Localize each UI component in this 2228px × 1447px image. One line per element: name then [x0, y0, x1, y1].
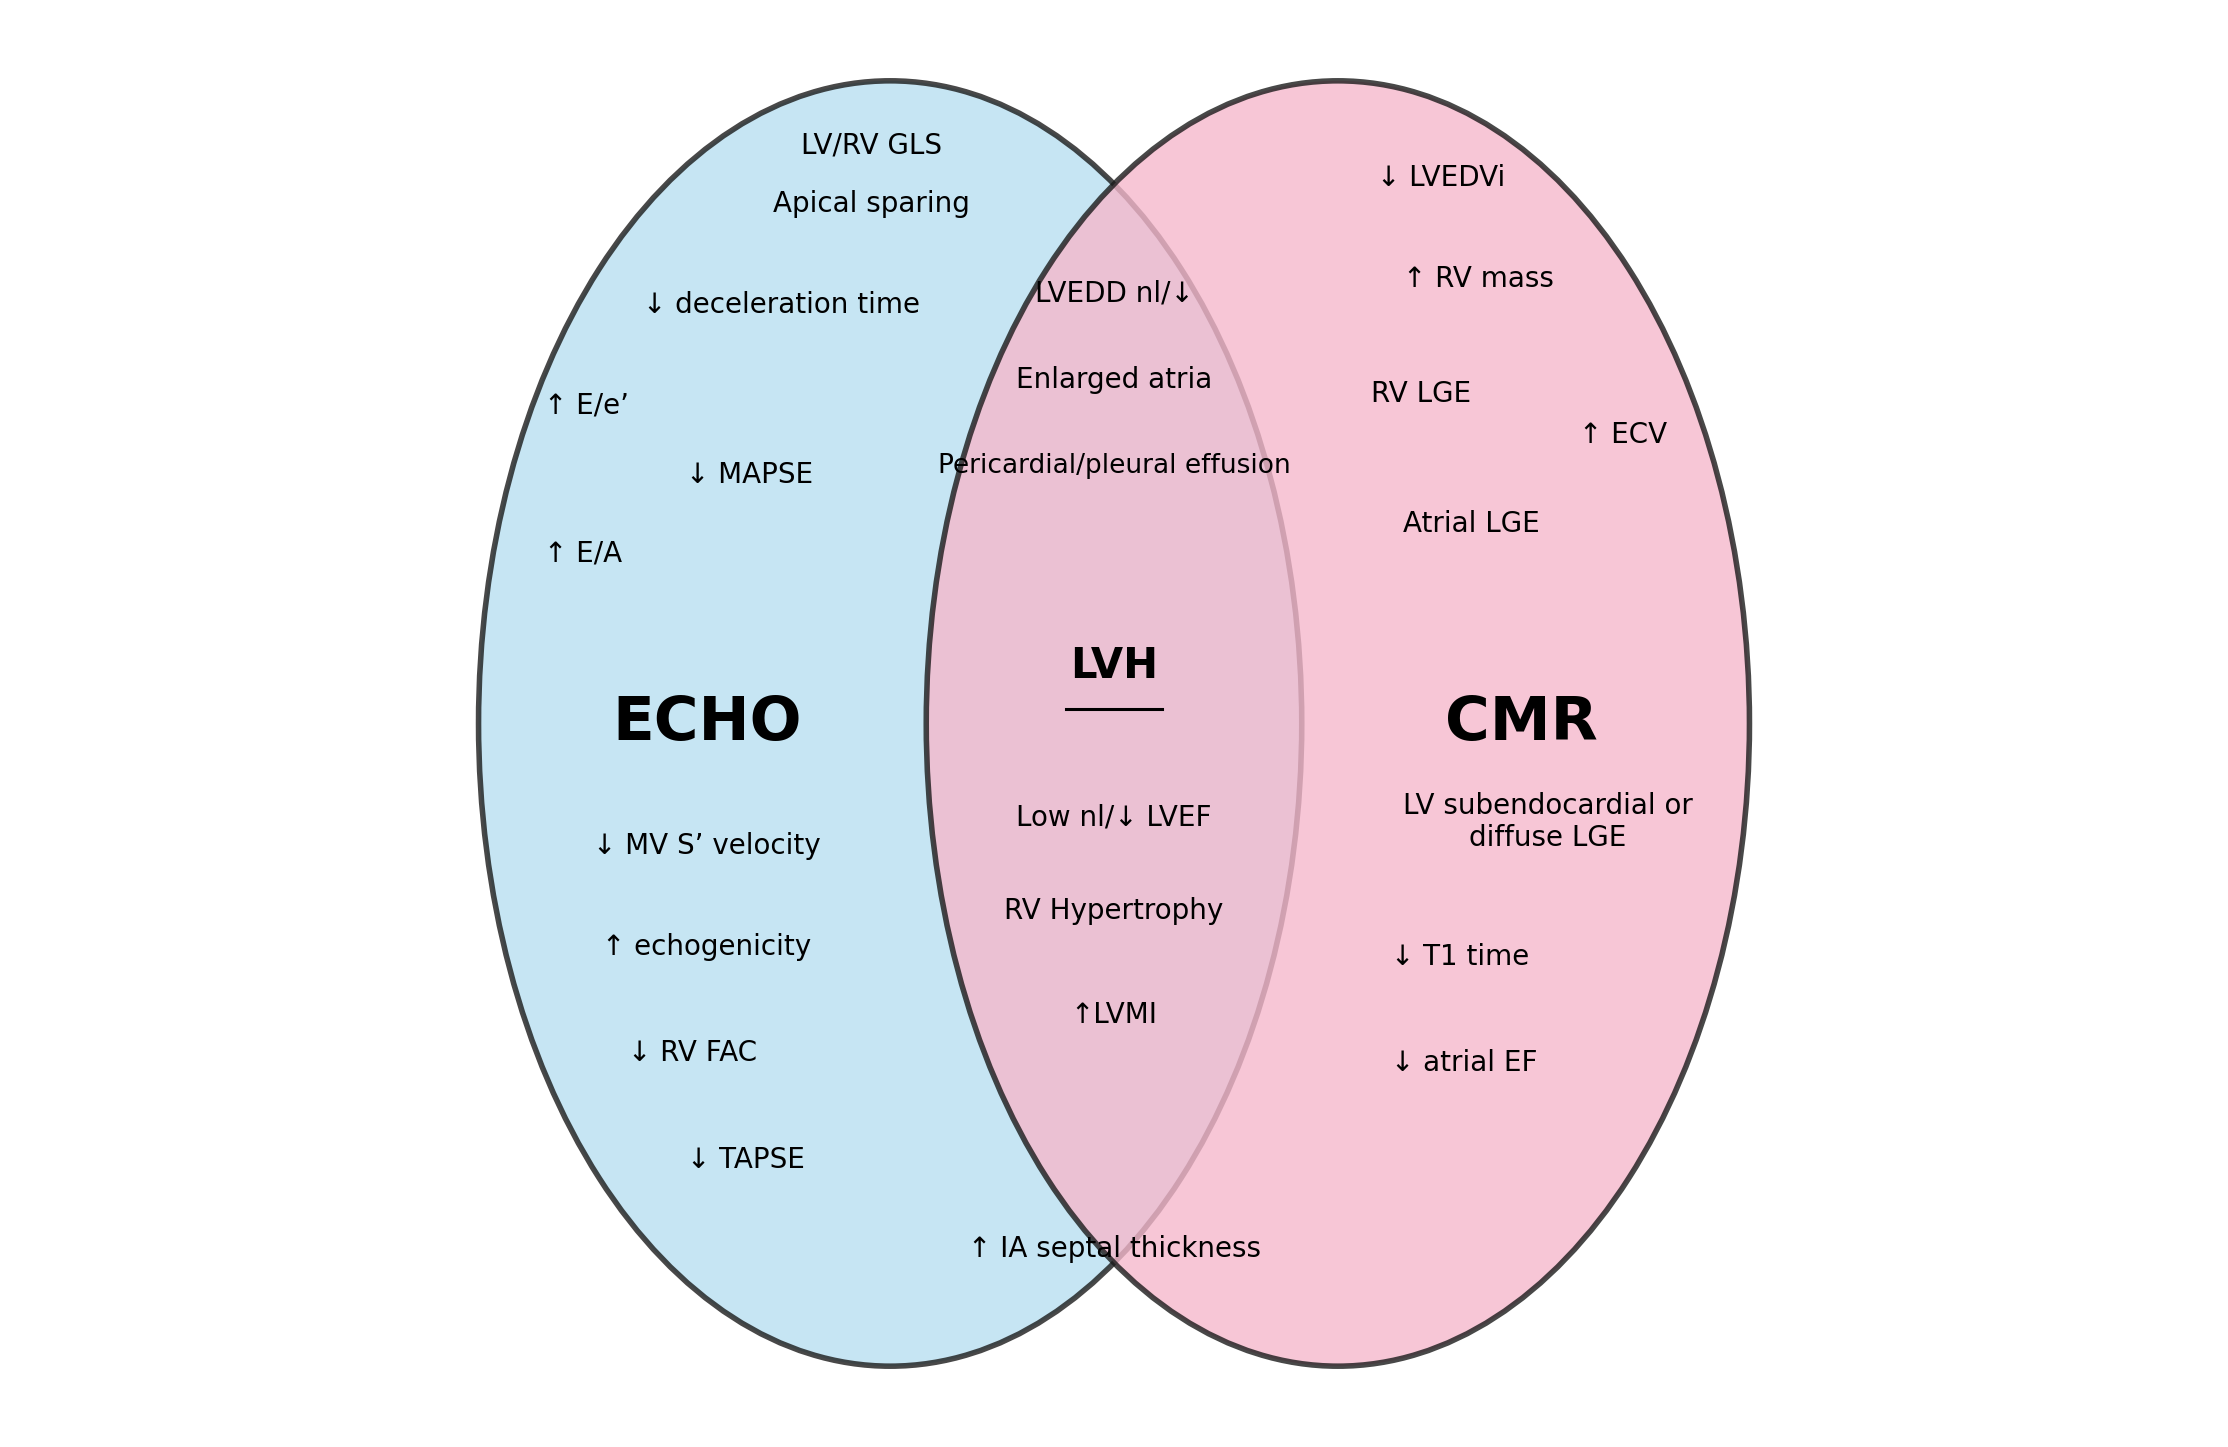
Text: ↓ TAPSE: ↓ TAPSE — [686, 1146, 804, 1174]
Ellipse shape — [479, 81, 1301, 1366]
Text: ↓ atrial EF: ↓ atrial EF — [1390, 1049, 1537, 1077]
Text: ↑ ECV: ↑ ECV — [1580, 421, 1667, 449]
Ellipse shape — [927, 81, 1749, 1366]
Text: LVEDD nl/↓: LVEDD nl/↓ — [1034, 279, 1194, 307]
Text: Enlarged atria: Enlarged atria — [1016, 366, 1212, 394]
Text: LV subendocardial or
diffuse LGE: LV subendocardial or diffuse LGE — [1404, 792, 1693, 852]
Text: ↓ T1 time: ↓ T1 time — [1390, 943, 1531, 971]
Text: RV Hypertrophy: RV Hypertrophy — [1005, 897, 1223, 925]
Text: LV/RV GLS: LV/RV GLS — [800, 132, 942, 159]
Text: ↑ echogenicity: ↑ echogenicity — [602, 933, 811, 961]
Text: ECHO: ECHO — [613, 695, 802, 752]
Text: ↓ MV S’ velocity: ↓ MV S’ velocity — [593, 832, 820, 861]
Text: ↑ E/A: ↑ E/A — [544, 540, 622, 567]
Text: ↑ IA septal thickness: ↑ IA septal thickness — [967, 1236, 1261, 1263]
Text: ↓ deceleration time: ↓ deceleration time — [644, 291, 920, 318]
Text: Pericardial/pleural effusion: Pericardial/pleural effusion — [938, 453, 1290, 479]
Text: ↑ RV mass: ↑ RV mass — [1404, 265, 1553, 292]
Text: RV LGE: RV LGE — [1370, 381, 1470, 408]
Text: ↓ MAPSE: ↓ MAPSE — [686, 462, 813, 489]
Text: ↓ RV FAC: ↓ RV FAC — [628, 1039, 758, 1066]
Text: LVH: LVH — [1069, 645, 1159, 687]
Text: ↓ LVEDVi: ↓ LVEDVi — [1377, 164, 1506, 191]
Text: ↑LVMI: ↑LVMI — [1069, 1001, 1159, 1029]
Text: Low nl/↓ LVEF: Low nl/↓ LVEF — [1016, 803, 1212, 832]
Text: ↑ E/e’: ↑ E/e’ — [544, 392, 628, 420]
Text: CMR: CMR — [1446, 695, 1597, 752]
Text: Apical sparing: Apical sparing — [773, 190, 969, 217]
Text: Atrial LGE: Atrial LGE — [1404, 511, 1540, 538]
